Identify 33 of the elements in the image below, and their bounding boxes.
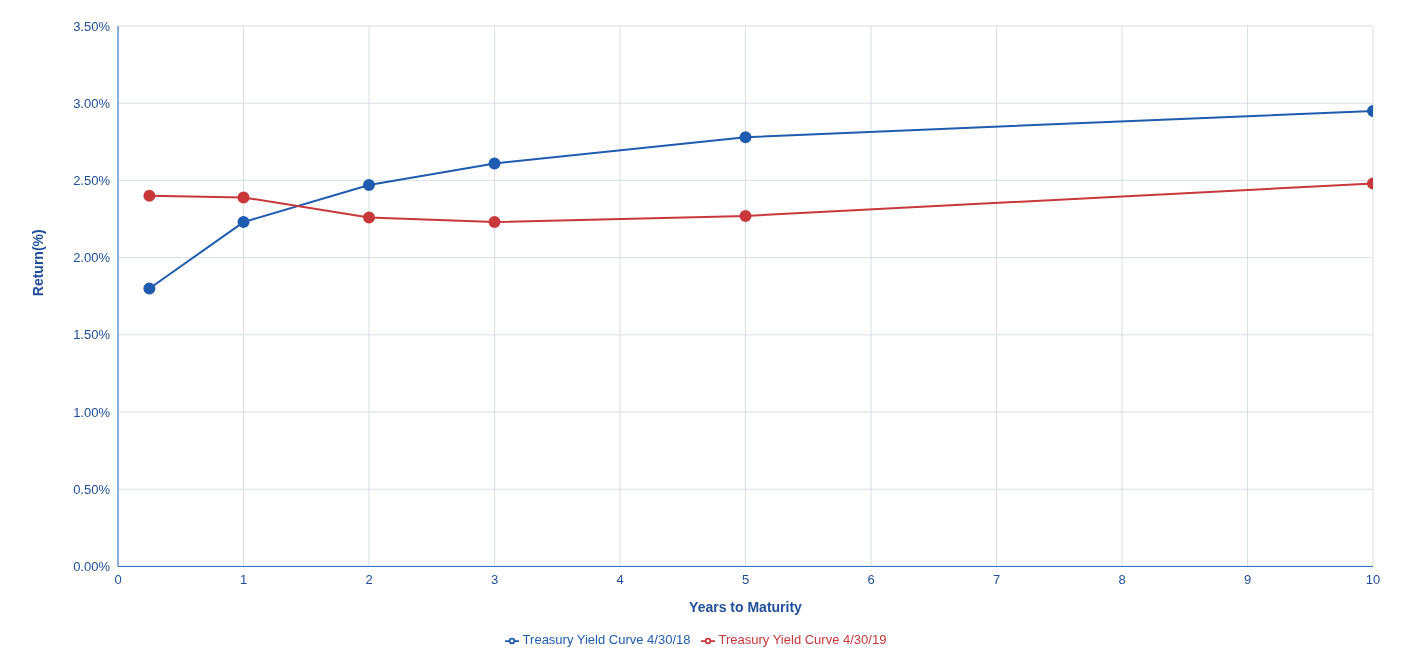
y-tick-label: 0.50% (73, 481, 111, 497)
point (739, 131, 752, 144)
x-tick-label: 2 (365, 571, 373, 587)
x-tick-label: 3 (490, 571, 499, 587)
y-tick-label: 2.00% (73, 250, 111, 266)
y-tick-label: 0.00% (73, 559, 111, 575)
y-tick-label: 3.50% (73, 18, 111, 34)
x-tick-label: 10 (1365, 571, 1381, 587)
point (237, 216, 250, 229)
legend-label: Treasury Yield Curve 4/30/19 (718, 632, 887, 648)
point (143, 189, 156, 202)
point (363, 211, 375, 224)
y-tick-label: 1.50% (73, 327, 111, 343)
point (739, 209, 752, 222)
y-tick-label: 3.00% (73, 95, 111, 111)
y-tick-label: 2.50% (73, 173, 111, 189)
y-axis-title: Return(%) (29, 229, 46, 297)
x-tick-label: 8 (1118, 571, 1126, 587)
x-tick-label: 4 (616, 571, 624, 587)
x-tick-label: 0 (114, 571, 122, 587)
point (488, 216, 501, 229)
point (237, 191, 250, 204)
x-tick-label: 7 (992, 571, 1001, 587)
x-tick-label: 1 (239, 571, 248, 587)
x-axis-title: Years to Maturity (689, 599, 803, 616)
x-tick-label: 9 (1243, 571, 1252, 587)
point (488, 157, 501, 170)
legend-label: Treasury Yield Curve 4/30/18 (522, 632, 691, 648)
x-tick-label: 5 (741, 571, 750, 587)
point (143, 282, 156, 295)
x-tick-label: 6 (867, 571, 875, 587)
point (363, 179, 375, 192)
y-tick-label: 1.00% (73, 404, 111, 420)
